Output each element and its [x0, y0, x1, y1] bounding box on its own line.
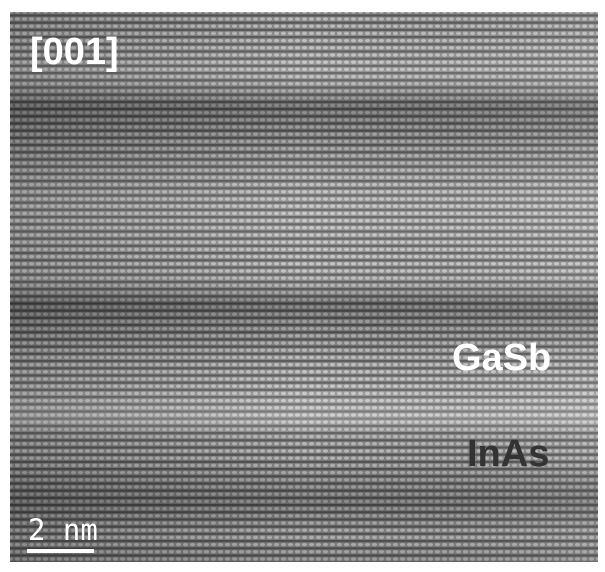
tem-figure: [001] GaSb InAs 2 nm: [0, 0, 605, 572]
inas-label: InAs: [467, 433, 549, 475]
page: [001] GaSb InAs 2 nm (() => { const data…: [0, 0, 605, 572]
scale-bar: [27, 549, 94, 553]
orientation-label: [001]: [30, 31, 119, 73]
gasb-label: GaSb: [452, 337, 551, 379]
illumination: [10, 12, 598, 562]
scale-bar-label: 2 nm: [28, 513, 98, 547]
